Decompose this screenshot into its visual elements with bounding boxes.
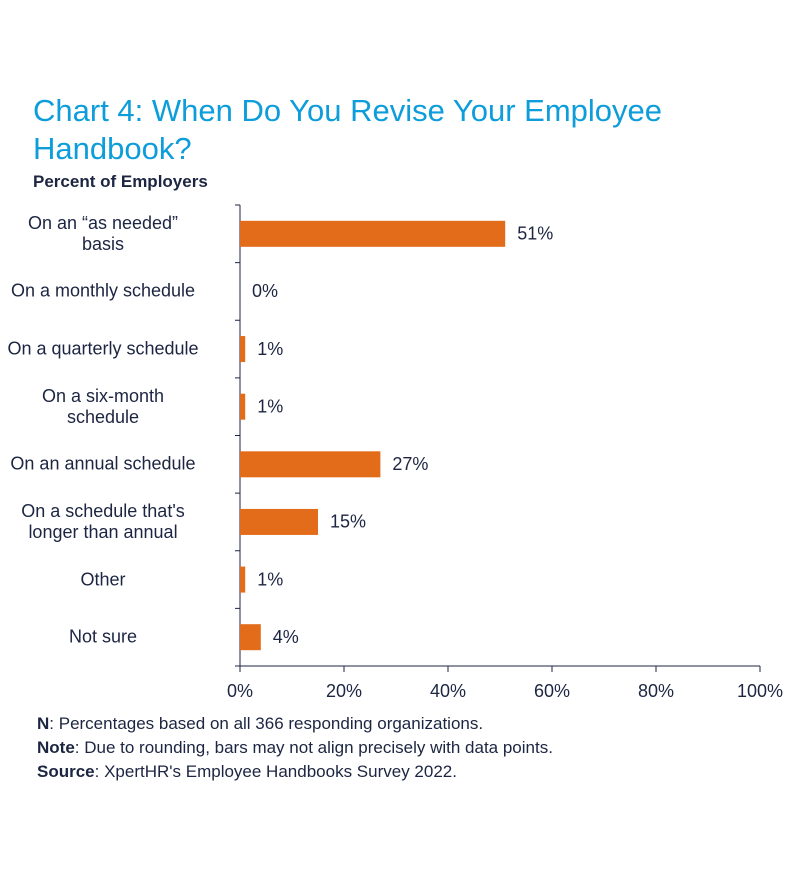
value-label: 1%: [257, 339, 283, 359]
value-label: 4%: [273, 627, 299, 647]
footnote-text: : Due to rounding, bars may not align pr…: [74, 738, 553, 757]
x-tick-label: 80%: [638, 681, 674, 701]
y-tick-label: On an “as needed” basis: [27, 212, 179, 254]
x-tick-label: 40%: [430, 681, 466, 701]
bar: [240, 336, 246, 363]
y-tick-label: On a schedule that's longer than annual: [21, 500, 185, 542]
y-tick-label: Other: [80, 569, 126, 590]
x-tick-label: 100%: [737, 681, 783, 701]
y-tick-label: Not sure: [68, 626, 138, 647]
value-label: 27%: [392, 454, 428, 474]
bar: [240, 393, 246, 420]
x-tick-label: 60%: [534, 681, 570, 701]
bar: [240, 451, 381, 478]
footnote-label: Source: [37, 762, 95, 781]
x-tick-label: 20%: [326, 681, 362, 701]
footnote: N: Percentages based on all 366 respondi…: [37, 714, 483, 734]
value-label: 0%: [252, 281, 278, 301]
footnote-label: Note: [37, 738, 75, 757]
value-label: 15%: [330, 512, 366, 532]
chart-subtitle: Percent of Employers: [33, 172, 208, 191]
bar: [240, 508, 318, 535]
value-label: 1%: [257, 569, 283, 589]
y-tick-label: On an annual schedule: [10, 453, 196, 474]
bar: [240, 220, 506, 247]
y-tick-label: On a six-month schedule: [41, 385, 165, 427]
x-tick-label: 0%: [227, 681, 253, 701]
y-tick-label: On a quarterly schedule: [7, 338, 199, 359]
footnote: Note: Due to rounding, bars may not alig…: [37, 738, 553, 758]
value-label: 51%: [517, 224, 553, 244]
y-tick-label: On a monthly schedule: [10, 280, 196, 301]
footnote-text: : XpertHR's Employee Handbooks Survey 20…: [94, 762, 457, 781]
bar: [240, 566, 246, 593]
value-label: 1%: [257, 396, 283, 416]
chart-title: Chart 4: When Do You Revise Your Employe…: [33, 93, 662, 166]
bar: [240, 624, 261, 651]
footnote-label: N: [37, 714, 50, 733]
footnote-text: : Percentages based on all 366 respondin…: [49, 714, 484, 733]
footnote: Source: XpertHR's Employee Handbooks Sur…: [37, 762, 457, 782]
